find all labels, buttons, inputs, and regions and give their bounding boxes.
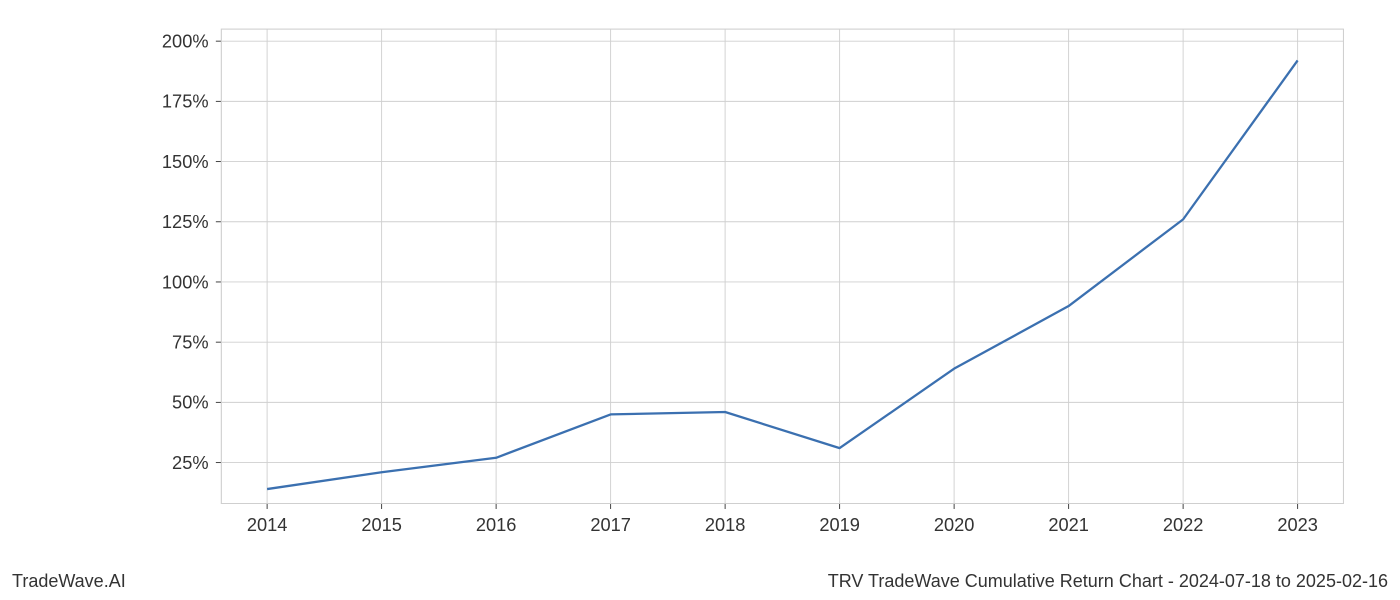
- x-tick-label: 2018: [705, 514, 746, 535]
- y-tick-label: 200%: [162, 31, 209, 52]
- x-tick-label: 2017: [590, 514, 631, 535]
- y-tick-label: 150%: [162, 151, 209, 172]
- y-tick-label: 25%: [172, 452, 209, 473]
- x-tick-label: 2015: [361, 514, 402, 535]
- chart-container: 2014 2015 2016 2017 2018 2019 2020 2021 2022 2023…: [140, 20, 1370, 540]
- y-tick-label: 75%: [172, 332, 209, 353]
- x-tick-label: 2021: [1048, 514, 1089, 535]
- y-tick-label: 100%: [162, 271, 209, 292]
- x-tick-label: 2022: [1163, 514, 1204, 535]
- footer-right-text: TRV TradeWave Cumulative Return Chart - …: [828, 571, 1388, 592]
- y-tick-label: 175%: [162, 91, 209, 112]
- line-chart: 2014 2015 2016 2017 2018 2019 2020 2021 2022 2023…: [140, 20, 1370, 540]
- x-tick-label: 2019: [819, 514, 860, 535]
- y-tick-label: 125%: [162, 211, 209, 232]
- footer: TradeWave.AI TRV TradeWave Cumulative Re…: [0, 571, 1400, 592]
- footer-left-text: TradeWave.AI: [12, 571, 126, 592]
- x-tick-label: 2020: [934, 514, 975, 535]
- x-tick-label: 2023: [1277, 514, 1318, 535]
- x-tick-label: 2016: [476, 514, 517, 535]
- x-tick-label: 2014: [247, 514, 288, 535]
- y-tick-label: 50%: [172, 392, 209, 413]
